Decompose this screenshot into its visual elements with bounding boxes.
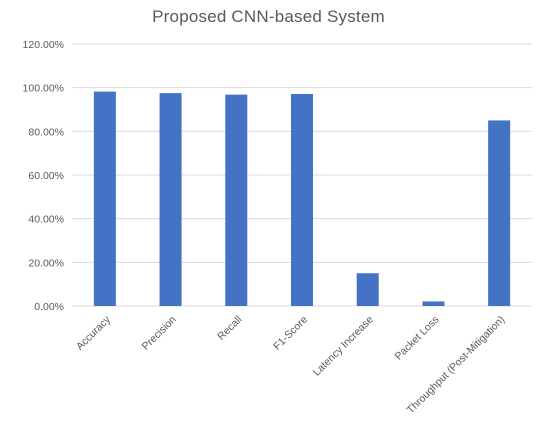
- x-category-label: Accuracy: [74, 313, 114, 353]
- y-tick-label: 120.00%: [23, 39, 64, 51]
- bar-f1-score: [291, 93, 313, 306]
- y-tick-label: 0.00%: [34, 301, 64, 313]
- x-category-label: Recall: [215, 314, 244, 343]
- x-category-label: Latency Increase: [311, 314, 376, 379]
- bar-recall: [225, 94, 248, 306]
- y-tick-label: 80.00%: [28, 126, 64, 138]
- bar-packet-loss: [422, 301, 445, 306]
- bar-accuracy: [93, 91, 116, 306]
- bar-latency-increase: [356, 273, 379, 306]
- bar-precision: [159, 93, 182, 306]
- x-category-label: Packet Loss: [393, 314, 442, 363]
- bar-throughput-post-mitigation: [488, 120, 511, 307]
- x-category-label: Precision: [140, 314, 179, 353]
- chart-title: Proposed CNN-based System: [152, 7, 385, 26]
- y-tick-label: 20.00%: [28, 257, 64, 269]
- y-tick-label: 100.00%: [23, 83, 64, 95]
- y-tick-label: 40.00%: [28, 214, 64, 226]
- y-tick-label: 60.00%: [28, 170, 64, 182]
- x-category-label: F1-Score: [271, 314, 310, 353]
